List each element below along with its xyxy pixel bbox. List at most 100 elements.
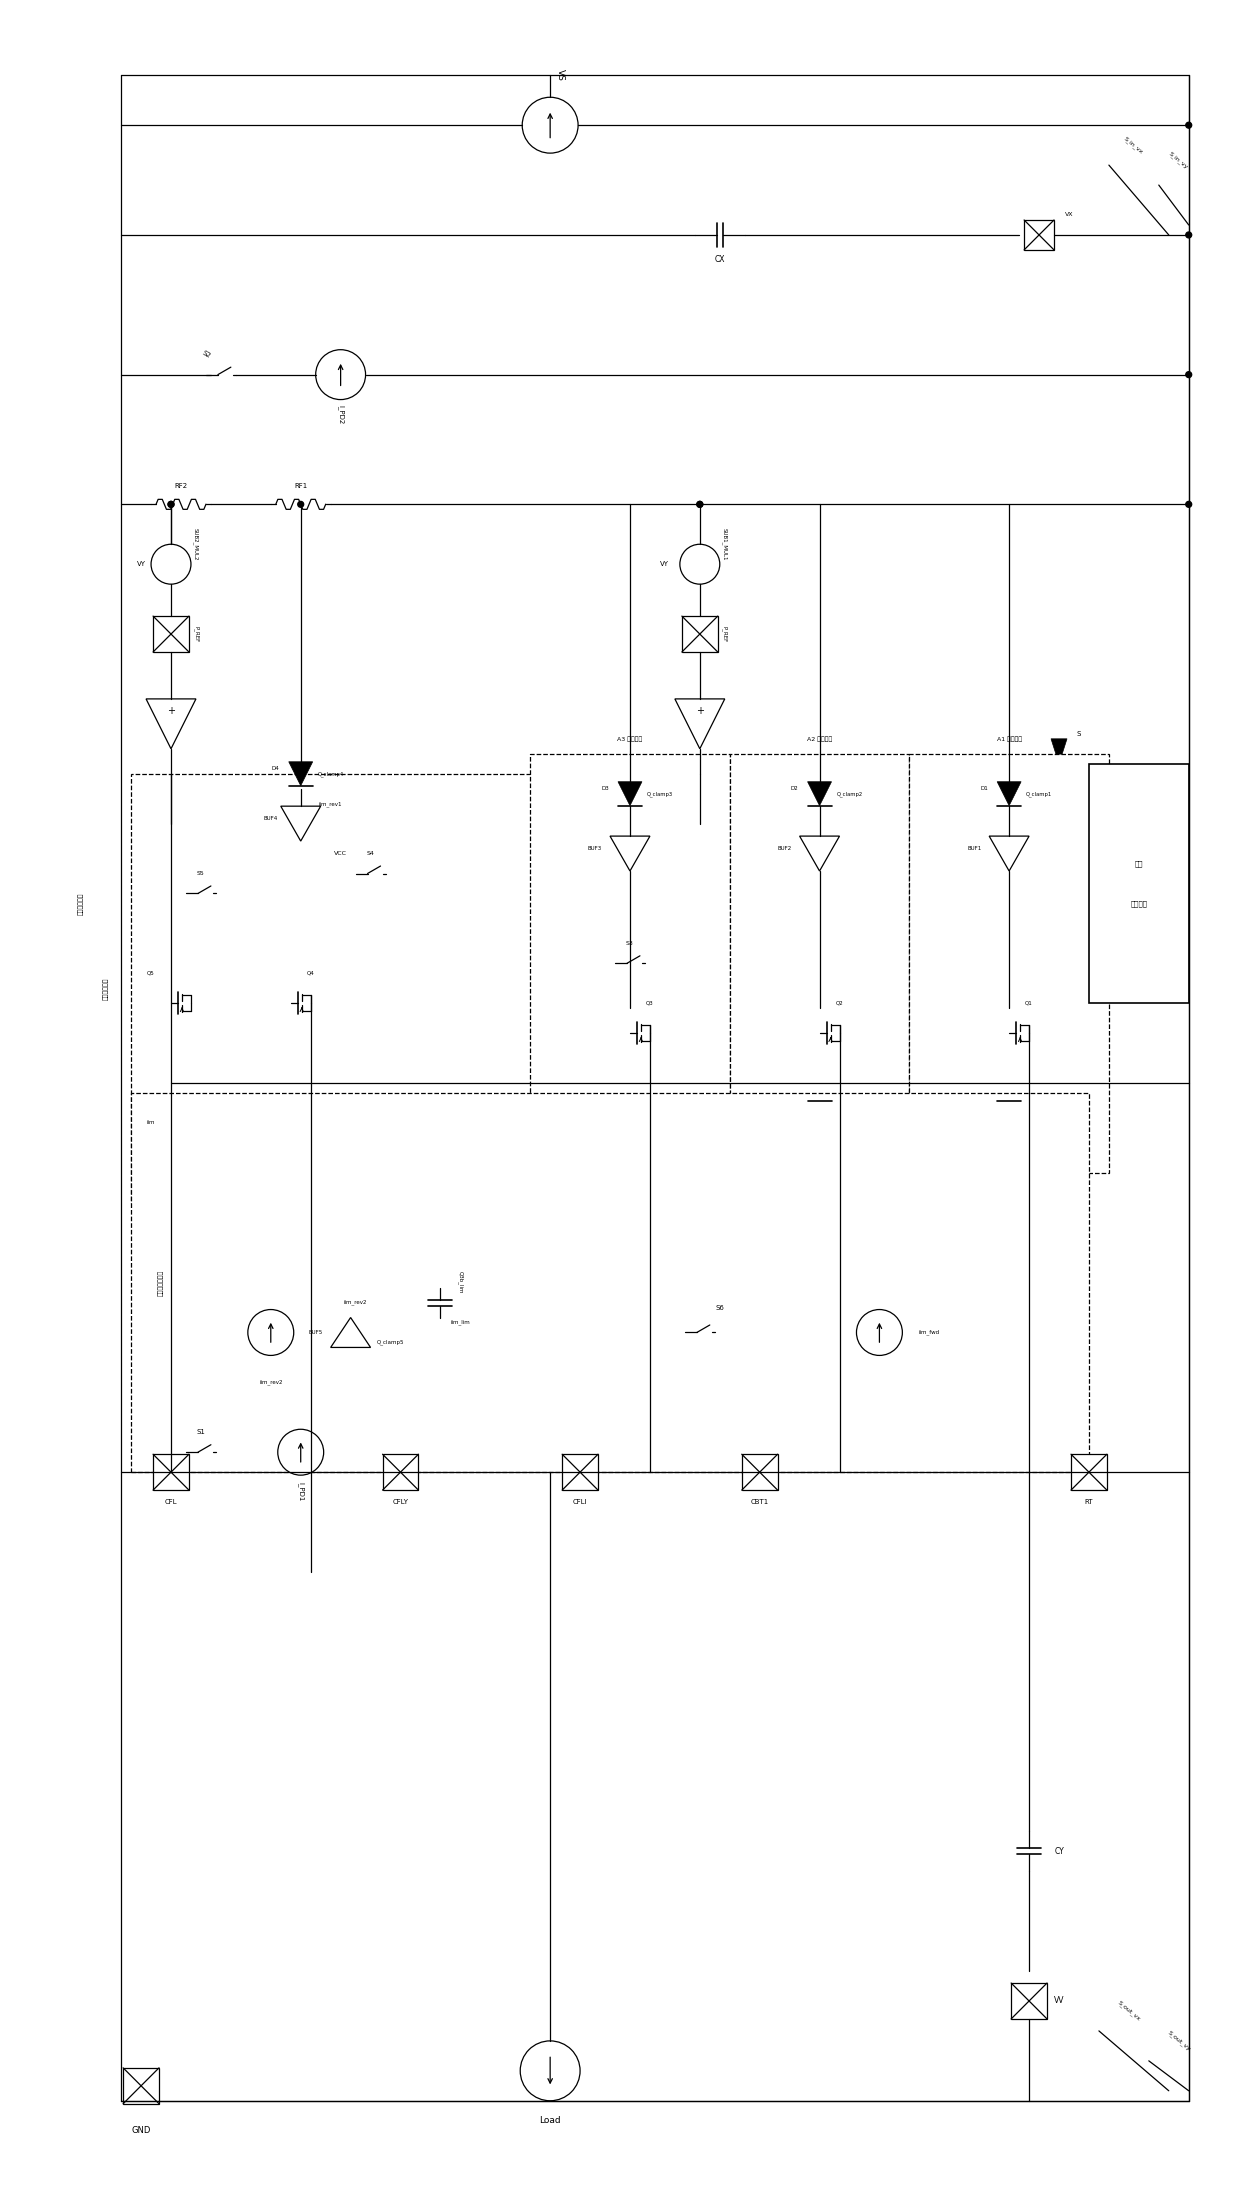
Circle shape [167,502,174,507]
Text: D4: D4 [272,767,280,771]
Circle shape [316,350,366,399]
Text: S4: S4 [367,850,374,857]
Circle shape [151,544,191,584]
Text: P_REF: P_REF [722,626,728,643]
Polygon shape [997,1102,1021,1126]
Text: Load: Load [539,2117,560,2126]
Text: S6: S6 [715,1304,724,1311]
Text: S_in_vx: S_in_vx [1123,134,1145,154]
Text: S3: S3 [626,941,634,945]
Text: GND: GND [131,2126,151,2135]
Text: S5: S5 [197,870,205,877]
Circle shape [522,97,578,154]
Text: 频率基准模块: 频率基准模块 [103,976,109,1000]
Text: VX: VX [1065,211,1074,218]
Circle shape [167,502,174,507]
Text: +: + [167,707,175,716]
Polygon shape [997,782,1021,806]
Text: VY: VY [661,562,670,566]
Text: iim_rev1: iim_rev1 [319,802,342,806]
Bar [562,1454,598,1489]
Text: CFLY: CFLY [393,1498,408,1505]
Text: 充放电基准电路: 充放电基准电路 [159,1269,164,1295]
Text: SUB1_MUL1: SUB1_MUL1 [722,529,728,560]
Text: D2: D2 [791,786,799,791]
Text: iim_fwd: iim_fwd [919,1331,940,1335]
Text: iim_lim: iim_lim [450,1320,470,1326]
Text: BUF5: BUF5 [309,1331,322,1335]
Circle shape [697,502,703,507]
Polygon shape [618,782,642,806]
Text: Q3b_lim: Q3b_lim [458,1271,464,1293]
Text: CBT1: CBT1 [750,1498,769,1505]
Text: 电路管理: 电路管理 [1131,901,1147,908]
Circle shape [248,1309,294,1355]
Bar [153,1454,188,1489]
Bar [1011,1983,1047,2018]
Text: VS: VS [556,68,564,82]
Text: Q_clamp2: Q_clamp2 [836,791,863,797]
Circle shape [521,2040,580,2102]
Text: D1: D1 [981,786,988,791]
Bar [531,753,730,1172]
Text: Q_clamp3: Q_clamp3 [647,791,673,797]
Circle shape [857,1309,903,1355]
Text: CX: CX [714,256,725,264]
Text: A2 调制单元: A2 调制单元 [807,736,832,742]
Text: S_out_vy: S_out_vy [1166,2029,1192,2051]
Circle shape [1185,372,1192,377]
Text: I_PD1: I_PD1 [298,1483,304,1502]
Bar [131,1093,1089,1472]
Text: Q3: Q3 [646,1000,653,1007]
Text: CY: CY [1054,1846,1064,1855]
Bar [1071,1454,1107,1489]
Text: Q1: Q1 [1025,1000,1033,1007]
Text: CFL: CFL [165,1498,177,1505]
Bar [1089,764,1189,1002]
Text: S: S [1076,731,1081,736]
Text: 频率基准模块: 频率基准模块 [78,892,84,914]
Circle shape [697,502,703,507]
Text: VY: VY [136,562,145,566]
Text: RF1: RF1 [294,482,308,489]
Text: 内部: 内部 [1135,859,1143,866]
Text: RF2: RF2 [175,482,187,489]
Text: Q5: Q5 [148,972,155,976]
Text: S_out_vx: S_out_vx [1116,2000,1141,2022]
Text: P_REF: P_REF [193,626,198,643]
Text: BUF4: BUF4 [264,815,278,822]
Text: CFLI: CFLI [573,1498,588,1505]
Polygon shape [289,762,312,786]
Text: +: + [696,707,704,716]
Polygon shape [807,782,832,806]
Text: BUF1: BUF1 [967,846,981,850]
Text: Q4: Q4 [306,972,315,976]
Circle shape [298,502,304,507]
Text: S_in_vy: S_in_vy [1168,150,1189,170]
Bar [909,753,1109,1172]
Text: S2: S2 [201,350,211,359]
Polygon shape [1052,738,1066,764]
Text: S1: S1 [196,1430,206,1436]
Bar [131,773,590,1203]
Circle shape [1185,502,1192,507]
Text: Q_clamp5: Q_clamp5 [377,1339,404,1346]
Text: I_PD2: I_PD2 [337,405,343,425]
Bar [153,617,188,652]
Bar [682,617,718,652]
Text: iim_rev2: iim_rev2 [343,1300,367,1306]
Text: RT: RT [1085,1498,1094,1505]
Text: D3: D3 [601,786,609,791]
Bar [123,2069,159,2104]
Text: VCC: VCC [334,850,347,857]
Text: A3 调制单元: A3 调制单元 [618,736,642,742]
Text: A1 调制单元: A1 调制单元 [997,736,1022,742]
Text: Q2: Q2 [836,1000,843,1007]
Bar [1024,220,1054,249]
Text: Q_clamp4: Q_clamp4 [317,771,343,778]
Text: SUB2_MUL2: SUB2_MUL2 [193,529,198,560]
Bar [382,1454,418,1489]
Polygon shape [807,1102,832,1126]
Circle shape [680,544,719,584]
Text: iim_rev2: iim_rev2 [259,1379,283,1386]
